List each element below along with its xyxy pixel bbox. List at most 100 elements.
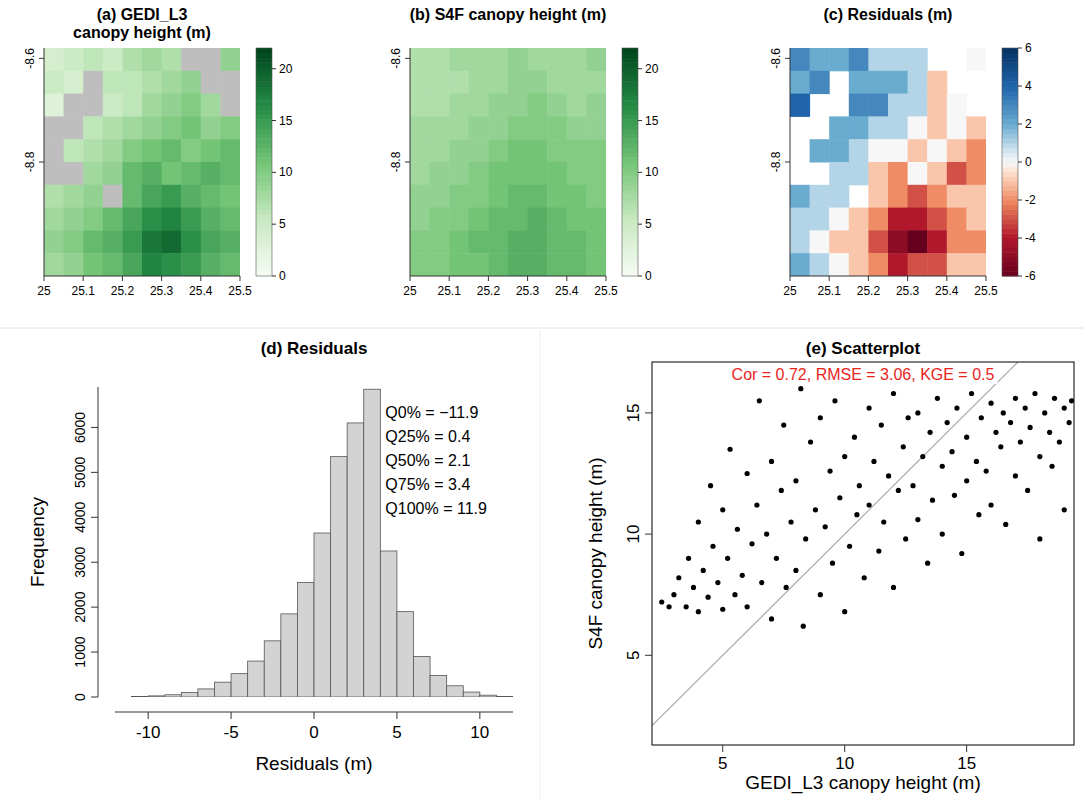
cell xyxy=(142,139,162,162)
colorbar-step xyxy=(256,243,272,248)
cell xyxy=(966,208,986,231)
colorbar-step xyxy=(1002,205,1018,210)
identity-line xyxy=(652,362,1018,726)
cell xyxy=(449,94,469,117)
colorbar-step xyxy=(622,167,638,172)
x-tick xyxy=(946,276,947,281)
colorbar-step xyxy=(1002,210,1018,215)
point xyxy=(959,551,964,556)
colorbar-frame xyxy=(1002,48,1018,276)
cell xyxy=(547,253,567,276)
x-tick xyxy=(966,745,967,752)
cell xyxy=(488,94,508,117)
point xyxy=(998,444,1003,449)
colorbar-label: 0 xyxy=(1025,155,1032,169)
cell xyxy=(508,116,528,139)
colorbar-step xyxy=(622,248,638,253)
bar xyxy=(430,675,447,697)
colorbar-step xyxy=(622,129,638,134)
colorbar-step xyxy=(256,67,272,72)
cell xyxy=(488,185,508,208)
colorbar-step xyxy=(256,233,272,238)
bar xyxy=(148,696,165,697)
colorbar-step xyxy=(256,248,272,253)
panel-title: (e) Scatterplot xyxy=(806,339,921,358)
point xyxy=(732,592,737,597)
cell xyxy=(103,208,123,231)
cell xyxy=(947,253,967,276)
x-tick xyxy=(844,745,845,752)
cell xyxy=(201,230,221,253)
cell xyxy=(908,253,928,276)
cell xyxy=(44,71,64,94)
colorbar-step xyxy=(622,205,638,210)
y-axis-title: S4F canopy height (m) xyxy=(585,457,606,649)
bar xyxy=(132,696,149,697)
colorbar-step xyxy=(1002,67,1018,72)
x-tick xyxy=(606,276,607,281)
cell xyxy=(966,162,986,185)
cell xyxy=(201,139,221,162)
point xyxy=(940,464,945,469)
cell xyxy=(888,185,908,208)
cell xyxy=(488,48,508,71)
cell xyxy=(488,139,508,162)
point xyxy=(1008,420,1013,425)
separator xyxy=(540,330,541,800)
cell xyxy=(547,139,567,162)
x-axis-title: Residuals (m) xyxy=(255,753,372,774)
cell xyxy=(528,253,548,276)
cell xyxy=(103,162,123,185)
colorbar-step xyxy=(622,257,638,262)
x-axis xyxy=(790,276,986,277)
cell xyxy=(469,94,489,117)
cell xyxy=(430,253,450,276)
point xyxy=(715,580,720,585)
x-tick-label: 5 xyxy=(392,723,401,742)
y-tick-label: 6000 xyxy=(72,412,88,443)
annotation: Q100% = 11.9 xyxy=(385,500,487,517)
colorbar-step xyxy=(256,181,272,186)
colorbar-step xyxy=(256,105,272,110)
colorbar-step xyxy=(256,191,272,196)
cell xyxy=(508,139,528,162)
cell xyxy=(927,71,947,94)
cell xyxy=(908,162,928,185)
point xyxy=(745,471,750,476)
colorbar-step xyxy=(622,105,638,110)
colorbar-step xyxy=(256,96,272,101)
point xyxy=(823,524,828,529)
title-line: (c) Residuals (m) xyxy=(824,6,953,23)
point xyxy=(710,544,715,549)
point xyxy=(659,599,664,604)
cell xyxy=(528,185,548,208)
x-tick-label: 25 xyxy=(37,284,51,298)
point xyxy=(827,468,832,473)
point xyxy=(781,422,786,427)
x-tick xyxy=(410,276,411,281)
colorbar-step xyxy=(256,119,272,124)
colorbar-step xyxy=(1002,238,1018,243)
cell xyxy=(528,116,548,139)
separator xyxy=(0,328,1084,329)
cell xyxy=(83,116,103,139)
x-tick-label: 25.2 xyxy=(477,284,501,298)
x-tick-label: 5 xyxy=(718,754,727,773)
cell xyxy=(888,230,908,253)
cell xyxy=(44,185,64,208)
colorbar-step xyxy=(256,143,272,148)
cell xyxy=(567,94,587,117)
label-patch xyxy=(729,365,998,384)
cell xyxy=(508,48,528,71)
point xyxy=(925,561,930,566)
colorbar-step xyxy=(1002,195,1018,200)
cell xyxy=(810,71,830,94)
colorbar-frame xyxy=(256,48,272,276)
cell xyxy=(488,253,508,276)
point xyxy=(808,439,813,444)
colorbar-tick xyxy=(272,68,276,69)
point xyxy=(969,391,974,396)
cell xyxy=(547,230,567,253)
cell xyxy=(528,48,548,71)
x-tick xyxy=(200,276,201,281)
